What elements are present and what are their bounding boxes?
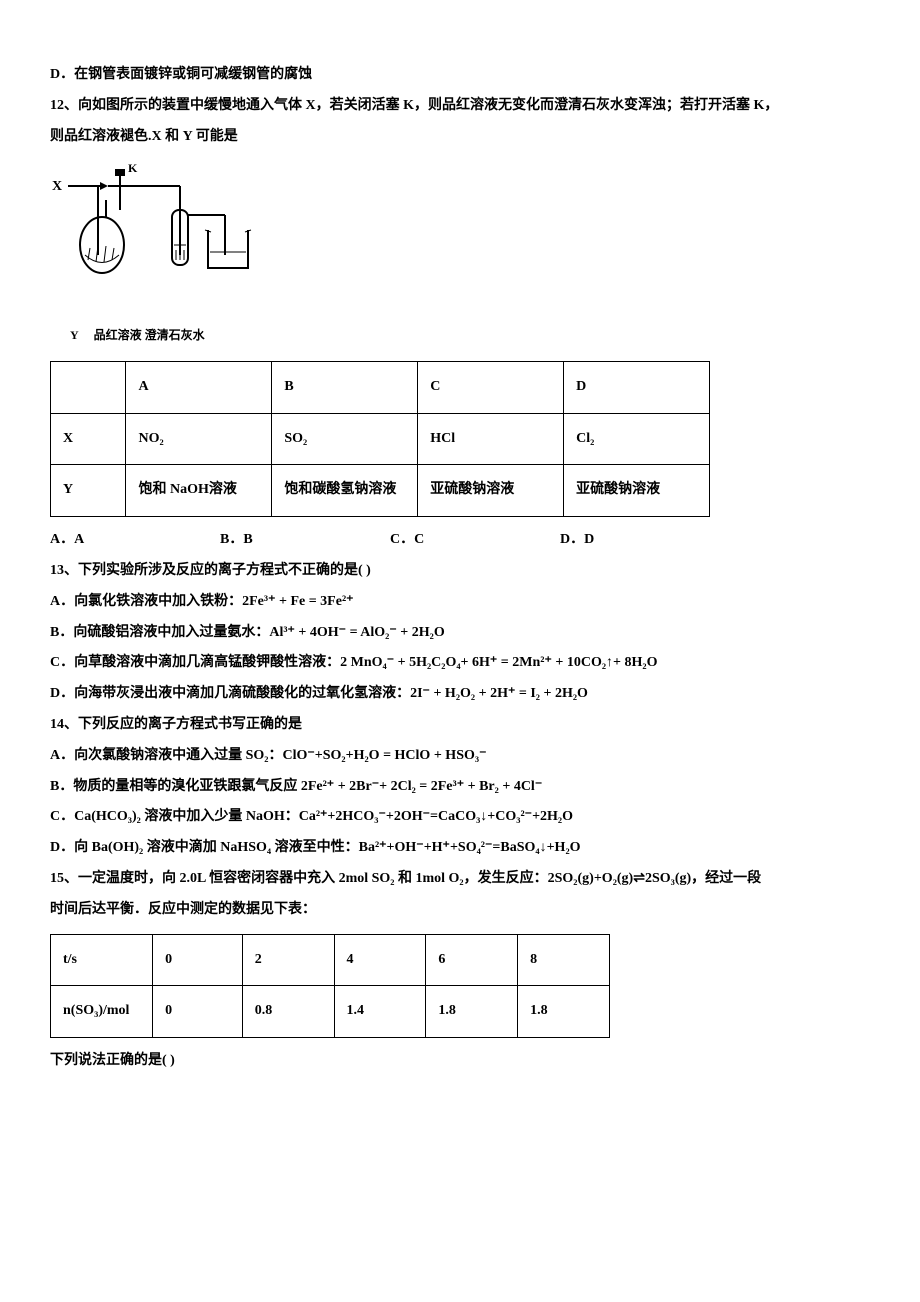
q13-stem: 13、下列实验所涉及反应的离子方程式不正确的是( ) [50,556,870,587]
q12-stem-1: 12、向如图所示的装置中缓慢地通入气体 X，若关闭活塞 K，则品红溶液无变化而澄… [50,91,870,122]
apparatus-diagram: X K [50,160,870,310]
q15-tail: 下列说法正确的是( ) [50,1046,870,1077]
cell: 2 [242,934,334,986]
table-row: X NO₂ SO₂ HCl Cl₂ [51,413,710,465]
table-row: Y 饱和 NaOH溶液 饱和碳酸氢钠溶液 亚硫酸钠溶液 亚硫酸钠溶液 [51,465,710,517]
q12-table: A B C D X NO₂ SO₂ HCl Cl₂ Y 饱和 NaOH溶液 饱和… [50,361,710,517]
q14-c: C．Ca(HCO₃)₂ 溶液中加入少量 NaOH：Ca²⁺+2HCO₃⁻+2OH… [50,802,870,833]
k-label: K [128,161,138,175]
diagram-caption: Y 品红溶液 澄清石灰水 [70,322,870,348]
caption-rest: 品红溶液 澄清石灰水 [94,328,205,342]
q15-stem-1: 15、一定温度时，向 2.0L 恒容密闭容器中充入 2mol SO₂ 和 1mo… [50,864,870,895]
answer-b: B．B [220,525,390,556]
cell: NO₂ [126,413,272,465]
cell: Y [51,465,126,517]
cell: 亚硫酸钠溶液 [564,465,710,517]
cell: 6 [426,934,518,986]
q15-table: t/s 0 2 4 6 8 n(SO₃)/mol 0 0.8 1.4 1.8 1… [50,934,610,1039]
cell: A [126,361,272,413]
cell: 0.8 [242,986,334,1038]
cell: t/s [51,934,153,986]
cell: B [272,361,418,413]
cell: 饱和 NaOH溶液 [126,465,272,517]
q14-d: D．向 Ba(OH)₂ 溶液中滴加 NaHSO₄ 溶液至中性：Ba²⁺+OH⁻+… [50,833,870,864]
cell: X [51,413,126,465]
table-row: t/s 0 2 4 6 8 [51,934,610,986]
q14-a: A．向次氯酸钠溶液中通入过量 SO₂：ClO⁻+SO₂+H₂O = HClO +… [50,741,870,772]
table-row: n(SO₃)/mol 0 0.8 1.4 1.8 1.8 [51,986,610,1038]
answer-d: D．D [560,525,730,556]
q13-d: D．向海带灰浸出液中滴加几滴硫酸酸化的过氧化氢溶液：2I⁻ + H₂O₂ + 2… [50,679,870,710]
q12-answers: A．A B．B C．C D．D [50,525,870,556]
cell: Cl₂ [564,413,710,465]
caption-y: Y [70,328,79,342]
q14-b: B．物质的量相等的溴化亚铁跟氯气反应 2Fe²⁺ + 2Br⁻+ 2Cl₂ = … [50,772,870,803]
q13-b: B．向硫酸铝溶液中加入过量氨水：Al³⁺ + 4OH⁻ = AlO₂⁻ + 2H… [50,618,870,649]
cell: C [418,361,564,413]
cell: HCl [418,413,564,465]
cell: 亚硫酸钠溶液 [418,465,564,517]
cell [51,361,126,413]
cell: 1.8 [518,986,610,1038]
cell: 1.8 [426,986,518,1038]
cell: 0 [153,934,243,986]
q13-c: C．向草酸溶液中滴加几滴高锰酸钾酸性溶液：2 MnO₄⁻ + 5H₂C₂O₄+ … [50,648,870,679]
prev-option-d: D．在钢管表面镀锌或铜可减缓钢管的腐蚀 [50,60,870,91]
cell: n(SO₃)/mol [51,986,153,1038]
cell: 1.4 [334,986,426,1038]
cell: 0 [153,986,243,1038]
cell: 饱和碳酸氢钠溶液 [272,465,418,517]
q15-stem-2: 时间后达平衡．反应中测定的数据见下表： [50,895,870,926]
q13-a: A．向氯化铁溶液中加入铁粉：2Fe³⁺ + Fe = 3Fe²⁺ [50,587,870,618]
cell: SO₂ [272,413,418,465]
q14-stem: 14、下列反应的离子方程式书写正确的是 [50,710,870,741]
table-row: A B C D [51,361,710,413]
answer-a: A．A [50,525,220,556]
x-label: X [52,179,62,194]
q12-stem-2: 则品红溶液褪色.X 和 Y 可能是 [50,122,870,153]
answer-c: C．C [390,525,560,556]
cell: 8 [518,934,610,986]
cell: 4 [334,934,426,986]
cell: D [564,361,710,413]
